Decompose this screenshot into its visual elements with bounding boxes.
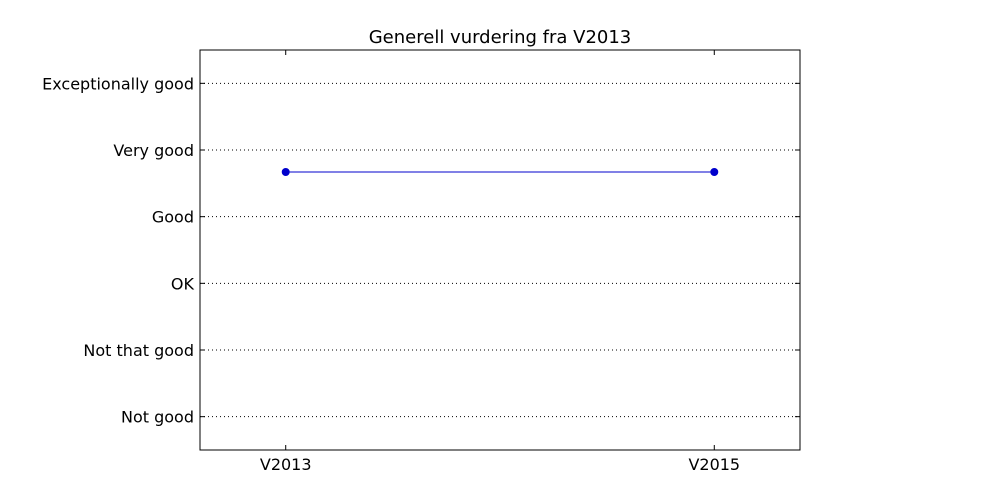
x-tick-labels: V2013 V2015 xyxy=(260,455,740,474)
y-tick-label: Very good xyxy=(113,141,194,160)
axis-ticks xyxy=(200,50,800,450)
y-tick-label: Good xyxy=(152,208,194,227)
chart-title: Generell vurdering fra V2013 xyxy=(369,27,632,48)
y-tick-labels: Not good Not that good OK Good Very good Exce… xyxy=(42,74,194,426)
data-point xyxy=(710,168,719,176)
y-tick-label: OK xyxy=(171,274,195,293)
plot-frame xyxy=(199,49,801,451)
series-layer xyxy=(281,168,719,176)
x-tick-label: V2013 xyxy=(260,455,312,474)
y-tick-label: Not that good xyxy=(83,341,194,360)
grid-lines xyxy=(200,82,800,418)
x-tick-label: V2015 xyxy=(688,455,740,474)
y-tick-label: Exceptionally good xyxy=(42,74,194,93)
y-tick-label: Not good xyxy=(121,408,194,427)
data-point xyxy=(281,168,290,176)
